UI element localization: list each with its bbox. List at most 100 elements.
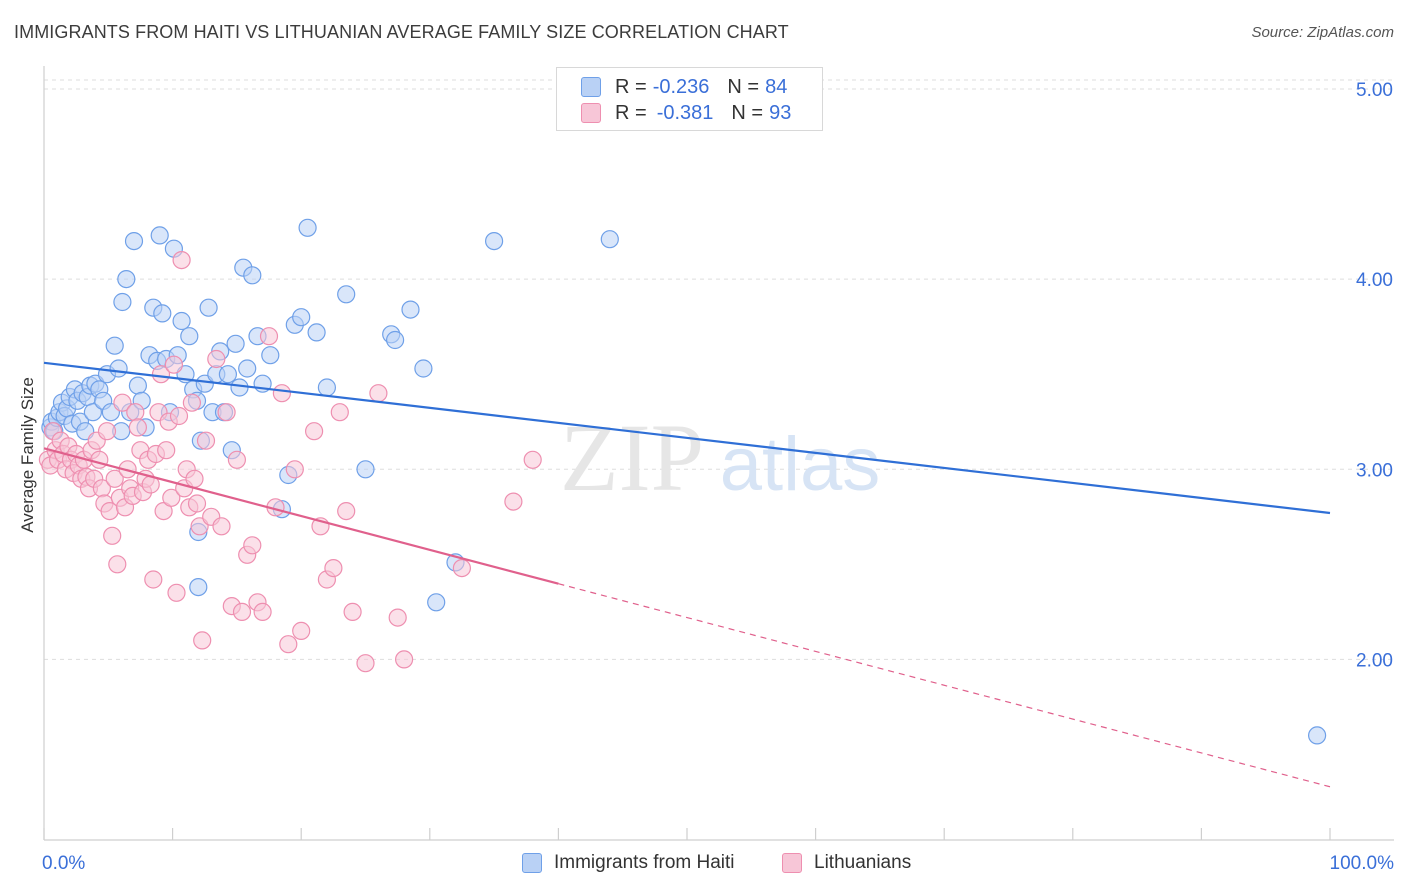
data-point <box>343 602 362 622</box>
bottom-legend-label-lithuanians: Lithuanians <box>814 852 912 873</box>
data-point <box>401 300 420 319</box>
data-point <box>193 631 212 650</box>
y-tick-label: 4.00 <box>1356 270 1393 291</box>
data-point <box>185 469 204 488</box>
legend-r-label: R = <box>615 75 647 98</box>
x-tick-label: 100.0% <box>1330 853 1395 874</box>
data-point <box>180 327 199 346</box>
data-point <box>504 492 523 511</box>
legend-swatch-lithuanians <box>581 103 601 123</box>
data-point <box>230 378 249 397</box>
bottom-legend-haiti: Immigrants from Haiti <box>522 852 735 874</box>
data-point <box>369 384 388 403</box>
data-point <box>151 365 171 384</box>
data-point <box>238 359 257 378</box>
data-point <box>1307 726 1327 745</box>
data-point <box>103 526 122 545</box>
data-point <box>126 403 145 422</box>
data-point <box>172 311 191 331</box>
data-point <box>124 232 144 251</box>
data-point <box>218 365 237 384</box>
data-point <box>172 251 191 270</box>
data-point <box>90 450 109 469</box>
data-point <box>253 602 272 622</box>
legend-swatch-haiti <box>581 77 601 97</box>
data-point <box>196 431 216 450</box>
data-point <box>83 403 103 422</box>
data-point <box>285 460 304 479</box>
data-point <box>485 232 504 251</box>
data-point <box>199 298 218 317</box>
legend-n-label: N = <box>727 75 760 98</box>
bottom-legend-label-haiti: Immigrants from Haiti <box>554 852 735 873</box>
data-point <box>414 359 433 378</box>
data-point <box>167 583 186 602</box>
bottom-legend-lithuanians: Lithuanians <box>782 852 911 874</box>
data-point <box>189 577 208 597</box>
x-tick-label: 0.0% <box>42 853 85 874</box>
y-tick-label: 2.00 <box>1356 650 1393 671</box>
legend-row-haiti: R = -0.236 N = 84 <box>581 75 787 99</box>
data-point <box>356 654 375 673</box>
data-point <box>157 441 176 460</box>
data-point <box>259 327 279 346</box>
data-point <box>261 346 280 365</box>
data-point <box>97 422 117 441</box>
data-point <box>452 558 471 578</box>
watermark: ZIP atlas <box>560 404 880 511</box>
data-point <box>243 266 262 285</box>
data-point <box>108 555 127 574</box>
data-point <box>305 422 324 441</box>
trend-line <box>43 361 1331 515</box>
data-point <box>330 403 349 422</box>
y-tick-label: 5.00 <box>1356 80 1393 101</box>
data-point <box>144 570 163 589</box>
legend-n-value: 84 <box>765 75 788 98</box>
legend-row-lithuanians: R = -0.381 N = 93 <box>581 101 791 125</box>
watermark-atlas: atlas <box>720 422 881 507</box>
bottom-legend-swatch-lithuanians <box>782 853 802 873</box>
data-point <box>207 349 226 369</box>
data-point <box>109 359 128 378</box>
data-point <box>128 418 147 437</box>
legend-r-value: -0.236 <box>652 75 710 98</box>
legend-r-value: -0.381 <box>656 101 714 124</box>
data-point <box>307 323 326 342</box>
legend-n-label: N = <box>731 101 764 124</box>
data-point <box>317 378 336 397</box>
data-point <box>292 308 311 327</box>
data-point <box>232 602 252 622</box>
data-point <box>117 270 136 289</box>
data-point <box>243 536 262 555</box>
data-point <box>187 494 207 513</box>
data-point <box>279 635 298 654</box>
data-point <box>128 376 147 395</box>
data-point <box>324 558 343 578</box>
data-point <box>600 230 619 249</box>
legend-n-value: 93 <box>769 101 792 124</box>
y-tick-label: 3.00 <box>1356 460 1393 481</box>
data-point <box>395 650 414 669</box>
data-point <box>169 406 189 426</box>
data-point <box>356 460 375 479</box>
data-point <box>105 336 124 355</box>
data-point <box>182 393 201 412</box>
watermark-zip: ZIP <box>560 404 704 511</box>
data-point <box>162 488 181 507</box>
data-point <box>386 330 405 350</box>
data-point <box>427 593 446 612</box>
tick-labels: 2.00 3.00 4.00 5.00 0.0% 100.0% <box>42 80 1394 874</box>
data-point <box>388 608 407 627</box>
data-point <box>217 403 236 422</box>
data-point <box>164 355 183 374</box>
data-point <box>212 517 231 536</box>
data-point <box>292 621 311 641</box>
data-point <box>150 226 169 245</box>
data-point <box>153 304 172 323</box>
y-axis-label: Average Family Size <box>18 377 37 533</box>
trend-line-extension <box>558 583 1331 788</box>
source-label: Source: ZipAtlas.com <box>1251 24 1394 41</box>
data-point <box>337 502 356 521</box>
data-point <box>227 450 246 469</box>
